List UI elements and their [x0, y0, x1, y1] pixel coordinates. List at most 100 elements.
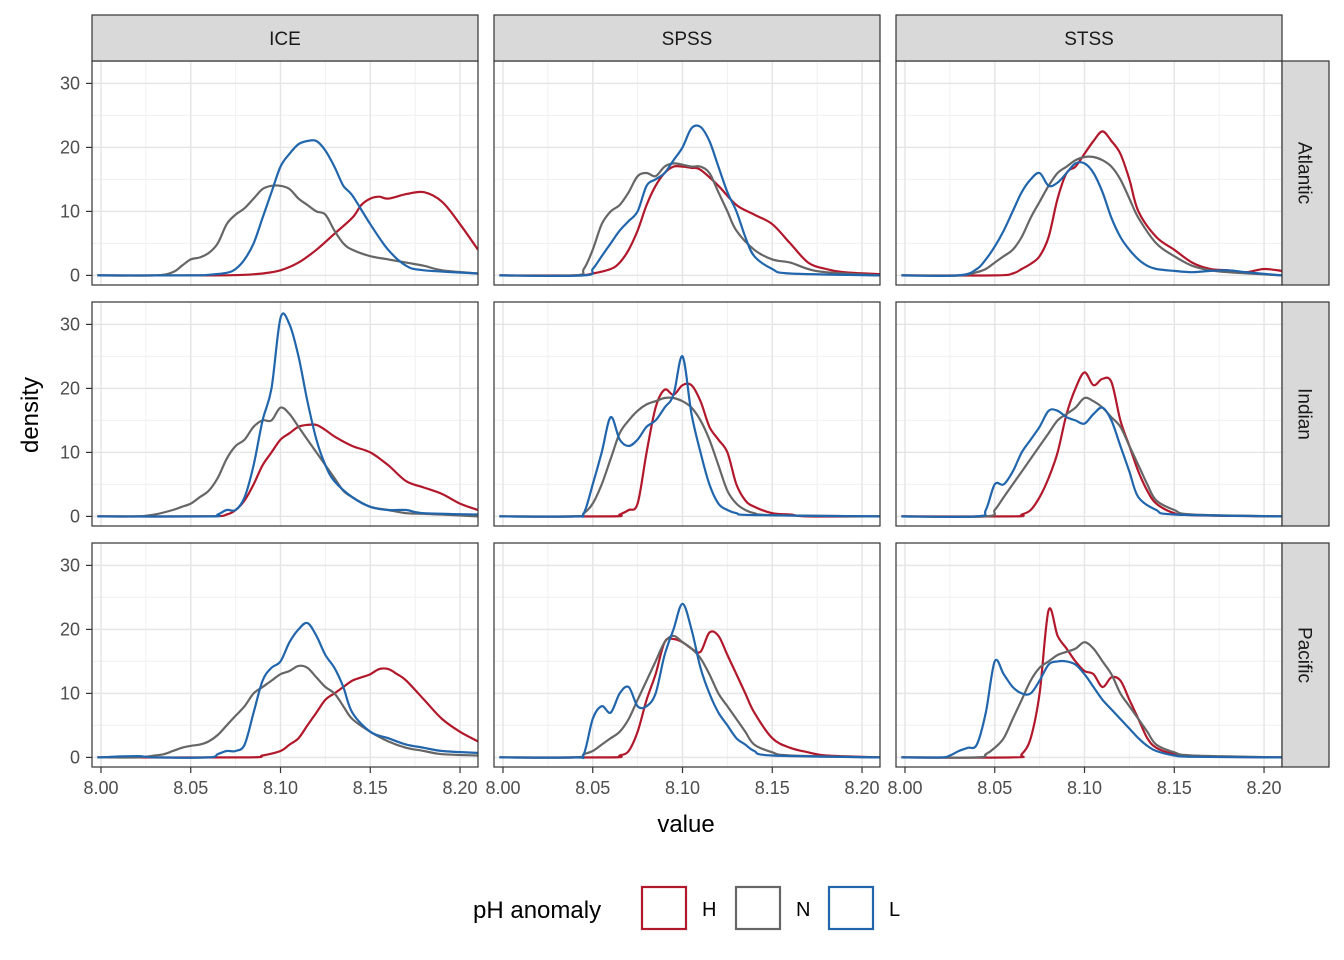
panel-background: [92, 302, 478, 526]
x-axis-title: value: [657, 811, 714, 838]
panel-background: [494, 302, 880, 526]
series-group: [499, 124, 880, 277]
density-line-l: [97, 139, 478, 277]
y-axis-title: density: [17, 377, 44, 453]
strip-background: [493, 14, 881, 62]
density-line-h: [901, 607, 1282, 759]
series-group: [97, 621, 478, 759]
x-tick-label: 8.20: [1247, 778, 1282, 798]
y-tick-label: 20: [60, 619, 80, 639]
density-line-l: [901, 406, 1282, 518]
strip-label: ICE: [269, 29, 301, 50]
panel-background: [92, 543, 478, 767]
legend-label: H: [702, 899, 716, 921]
panel-ice-atlantic: [91, 60, 479, 286]
panel-background: [92, 61, 478, 285]
x-tick-label: 8.20: [443, 778, 478, 798]
panel-background: [494, 61, 880, 285]
x-tick-label: 8.05: [977, 778, 1012, 798]
strip-background: [1281, 542, 1330, 768]
density-line-l: [499, 602, 880, 760]
strip-background: [1281, 60, 1330, 286]
x-tick-label: 8.10: [263, 778, 298, 798]
density-line-n: [499, 396, 880, 518]
panel-stss-atlantic: [895, 60, 1283, 286]
density-line-n: [901, 155, 1282, 277]
density-line-l: [901, 161, 1282, 277]
strip-background: [1281, 301, 1330, 527]
y-tick-label: 20: [60, 378, 80, 398]
density-line-l: [901, 658, 1282, 759]
x-tick-label: 8.00: [485, 778, 520, 798]
panel-background: [896, 302, 1282, 526]
density-line-h: [499, 630, 880, 759]
panel-background: [494, 543, 880, 767]
density-line-l: [97, 312, 478, 518]
panel-border: [493, 301, 881, 527]
strips-layer: ICE SPSS STSS Atlantic Indian Pacific: [91, 14, 1330, 768]
density-line-h: [901, 130, 1282, 277]
legend-label: L: [889, 899, 900, 921]
panel-border: [493, 542, 881, 768]
strip-col-ice: ICE: [91, 14, 479, 62]
density-line-h: [97, 667, 478, 759]
legend-key: [734, 885, 782, 931]
legend-label: N: [796, 899, 810, 921]
y-tick-label: 10: [60, 683, 80, 703]
y-tick-label: 10: [60, 201, 80, 221]
density-line-n: [901, 396, 1282, 518]
density-line-n: [97, 184, 478, 277]
series-group: [901, 130, 1282, 277]
strip-col-stss: STSS: [895, 14, 1283, 62]
density-line-h: [499, 382, 880, 518]
panel-spss-indian: [493, 301, 881, 527]
y-tick-label: 30: [60, 555, 80, 575]
legend-key: [640, 885, 688, 931]
strip-row-indian: Indian: [1281, 301, 1330, 527]
x-tick-label: 8.15: [1157, 778, 1192, 798]
density-line-h: [901, 371, 1282, 518]
strip-row-pacific: Pacific: [1281, 542, 1330, 768]
series-group: [901, 607, 1282, 759]
panel-border: [91, 542, 479, 768]
density-line-h: [97, 190, 478, 277]
series-group: [901, 371, 1282, 518]
y-tick-label: 0: [70, 265, 80, 285]
y-tick-label: 30: [60, 73, 80, 93]
strip-background: [895, 14, 1283, 62]
density-line-n: [499, 162, 880, 277]
density-line-l: [499, 124, 880, 277]
series-group: [97, 139, 478, 277]
axes-layer: 0 10 20 30 0 10 20 30 0 10 20 30 8.00 8.05 8.10 8.15 8.2…: [60, 73, 1282, 798]
panel-border: [91, 301, 479, 527]
panel-spss-atlantic: [493, 60, 881, 286]
panel-stss-pacific: [895, 542, 1283, 768]
x-tick-label: 8.05: [173, 778, 208, 798]
series-group: [499, 355, 880, 518]
x-tick-label: 8.15: [353, 778, 388, 798]
panels-layer: [91, 60, 1283, 768]
series-group: [499, 602, 880, 760]
y-tick-label: 10: [60, 442, 80, 462]
panel-stss-indian: [895, 301, 1283, 527]
legend-item-n: N: [734, 885, 810, 931]
x-tick-label: 8.10: [665, 778, 700, 798]
density-line-l: [97, 621, 478, 759]
density-line-n: [499, 634, 880, 759]
x-tick-label: 8.00: [83, 778, 118, 798]
density-line-l: [499, 355, 880, 518]
strip-label: Pacific: [1294, 627, 1315, 683]
y-tick-label: 30: [60, 314, 80, 334]
strip-background: [91, 14, 479, 62]
strip-label: STSS: [1064, 29, 1114, 50]
x-tick-label: 8.20: [845, 778, 880, 798]
x-tick-label: 8.10: [1067, 778, 1102, 798]
y-tick-label: 0: [70, 506, 80, 526]
panel-background: [896, 543, 1282, 767]
legend-item-l: L: [827, 885, 900, 931]
x-tick-label: 8.00: [887, 778, 922, 798]
strip-label: Indian: [1294, 388, 1315, 440]
legend-item-h: H: [640, 885, 716, 931]
